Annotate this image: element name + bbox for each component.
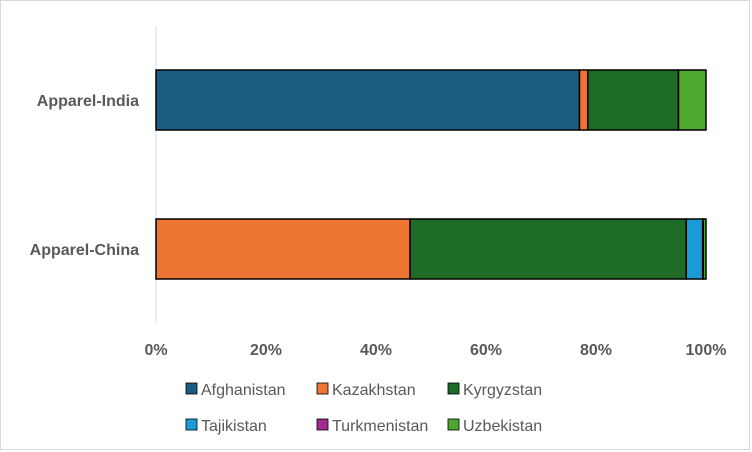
bar-segment-apparel-china-kyrgyzstan xyxy=(409,218,687,280)
bar-segment-apparel-china-tajikistan xyxy=(685,218,704,280)
x-tick-label: 0% xyxy=(144,342,167,359)
legend-label-turkmenistan: Turkmenistan xyxy=(332,418,428,435)
x-tick-labels: 0% 20% 40% 60% 80% 100% xyxy=(144,342,726,359)
x-tick-label: 40% xyxy=(360,342,392,359)
legend-swatch-kazakhstan xyxy=(316,382,329,395)
legend-label-kyrgyzstan: Kyrgyzstan xyxy=(463,382,542,399)
category-label-apparel-india: Apparel-India xyxy=(37,93,139,110)
legend-swatch-uzbekistan xyxy=(447,418,460,431)
legend-swatch-turkmenistan xyxy=(316,418,329,431)
legend-swatch-tajikistan xyxy=(185,418,198,431)
x-tick-label: 60% xyxy=(470,342,502,359)
x-tick-label: 100% xyxy=(686,342,727,359)
x-tick-label: 80% xyxy=(580,342,612,359)
bar-segment-apparel-india-kazakhstan xyxy=(578,69,589,131)
legend-swatch-kyrgyzstan xyxy=(447,382,460,395)
legend: Afghanistan Kazakhstan Kyrgyzstan Tajikista… xyxy=(185,382,542,435)
bar-segment-apparel-india-kyrgyzstan xyxy=(587,69,680,131)
legend-label-tajikistan: Tajikistan xyxy=(201,418,267,435)
x-tick-label: 20% xyxy=(250,342,282,359)
bars-layer xyxy=(155,69,707,280)
category-label-apparel-china: Apparel-China xyxy=(30,242,139,259)
legend-swatch-afghanistan xyxy=(185,382,198,395)
legend-label-kazakhstan: Kazakhstan xyxy=(332,382,416,399)
bar-segment-apparel-india-afghanistan xyxy=(155,69,581,131)
bar-segment-apparel-china-uzbekistan xyxy=(702,218,707,280)
bar-segment-apparel-china-kazakhstan xyxy=(155,218,411,280)
bar-segment-apparel-india-uzbekistan xyxy=(677,69,707,131)
legend-label-uzbekistan: Uzbekistan xyxy=(463,418,542,435)
category-labels: Apparel-India Apparel-China xyxy=(30,93,139,259)
legend-label-afghanistan: Afghanistan xyxy=(201,382,286,399)
